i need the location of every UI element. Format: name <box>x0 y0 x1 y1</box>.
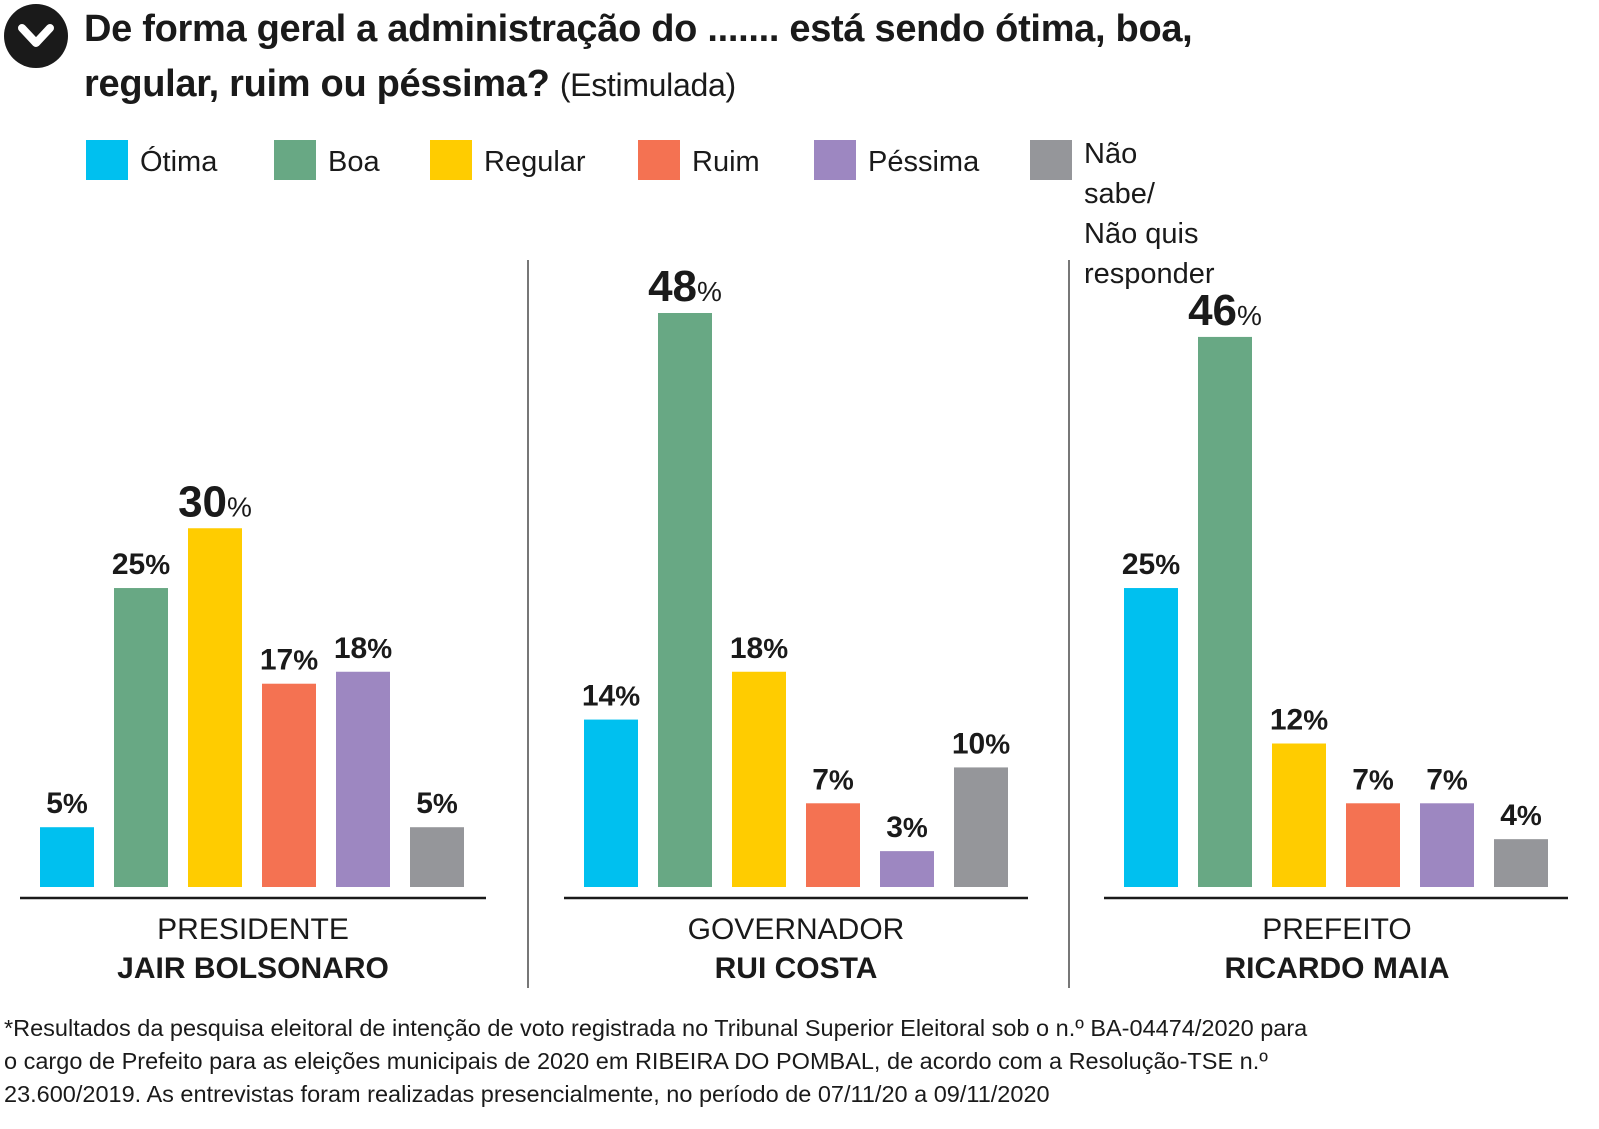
bar-prefeito-2 <box>1198 336 1252 888</box>
chart-question: De forma geral a administração do ......… <box>84 8 1193 105</box>
bar-presidente-2 <box>114 588 168 887</box>
category-name: JAIR BOLSONARO <box>117 952 389 985</box>
data-label: 12% <box>1270 704 1328 737</box>
legend-swatch <box>86 140 128 180</box>
data-label: 14% <box>582 680 640 713</box>
legend-label: Ótima <box>140 146 218 178</box>
legend-label: Boa <box>328 146 380 178</box>
bar-governador-2 <box>658 313 712 887</box>
legend-label: Ruim <box>692 146 760 178</box>
bar-prefeito-1 <box>1124 588 1178 887</box>
data-label: 10% <box>952 727 1010 760</box>
legend-label: Regular <box>484 146 586 178</box>
legend-swatch <box>814 140 856 180</box>
data-label: 25% <box>1122 548 1180 581</box>
bar-prefeito-5 <box>1420 803 1474 887</box>
bar-governador-4 <box>806 803 860 887</box>
data-label: 48% <box>648 262 722 311</box>
legend-swatch <box>274 140 316 180</box>
bar-prefeito-4 <box>1346 803 1400 887</box>
bar-governador-6 <box>954 767 1008 887</box>
bar-prefeito-6 <box>1494 839 1548 887</box>
legend-swatch <box>430 140 472 180</box>
data-label: 5% <box>416 787 458 820</box>
legend-label: Péssima <box>868 146 980 178</box>
category-role: GOVERNADOR <box>688 913 905 946</box>
data-label: 30% <box>178 477 252 526</box>
chart-header: De forma geral a administração do ......… <box>0 0 1599 110</box>
category-role: PRESIDENTE <box>157 913 349 946</box>
legend-swatch <box>638 140 680 180</box>
chart-title: De forma geral a administração do ......… <box>84 2 1304 113</box>
data-label: 7% <box>1426 763 1468 796</box>
data-label: 18% <box>334 632 392 665</box>
bar-presidente-5 <box>336 671 390 887</box>
data-label: 17% <box>260 644 318 677</box>
bar-presidente-4 <box>262 683 316 887</box>
data-label: 7% <box>1352 763 1394 796</box>
footnote: *Resultados da pesquisa eleitoral de int… <box>4 1015 1308 1107</box>
data-label: 3% <box>886 811 928 844</box>
legend-label: Não sabe/ Não quis responder <box>1084 138 1215 290</box>
data-label: 46% <box>1188 286 1262 335</box>
bar-presidente-3 <box>188 528 242 887</box>
bar-presidente-1 <box>40 827 94 887</box>
chevron-down-icon <box>4 4 68 68</box>
chart-legend: Ótima Boa Regular Ruim Péssima Não sabe/… <box>86 138 1486 290</box>
category-role: PREFEITO <box>1262 913 1411 946</box>
bar-governador-5 <box>880 851 934 887</box>
data-label: 7% <box>812 763 854 796</box>
category-name: RICARDO MAIA <box>1225 952 1450 985</box>
category-name: RUI COSTA <box>715 952 878 985</box>
chart-question-qualifier: (Estimulada) <box>559 67 736 103</box>
data-label: 4% <box>1500 799 1542 832</box>
bar-governador-3 <box>732 671 786 887</box>
legend-swatch <box>1030 140 1072 180</box>
bar-presidente-6 <box>410 827 464 887</box>
data-label: 5% <box>46 787 88 820</box>
data-label: 18% <box>730 632 788 665</box>
bar-governador-1 <box>584 719 638 887</box>
data-label: 25% <box>112 548 170 581</box>
bar-prefeito-3 <box>1272 743 1326 887</box>
